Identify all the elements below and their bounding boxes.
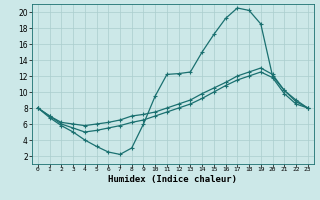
X-axis label: Humidex (Indice chaleur): Humidex (Indice chaleur) bbox=[108, 175, 237, 184]
